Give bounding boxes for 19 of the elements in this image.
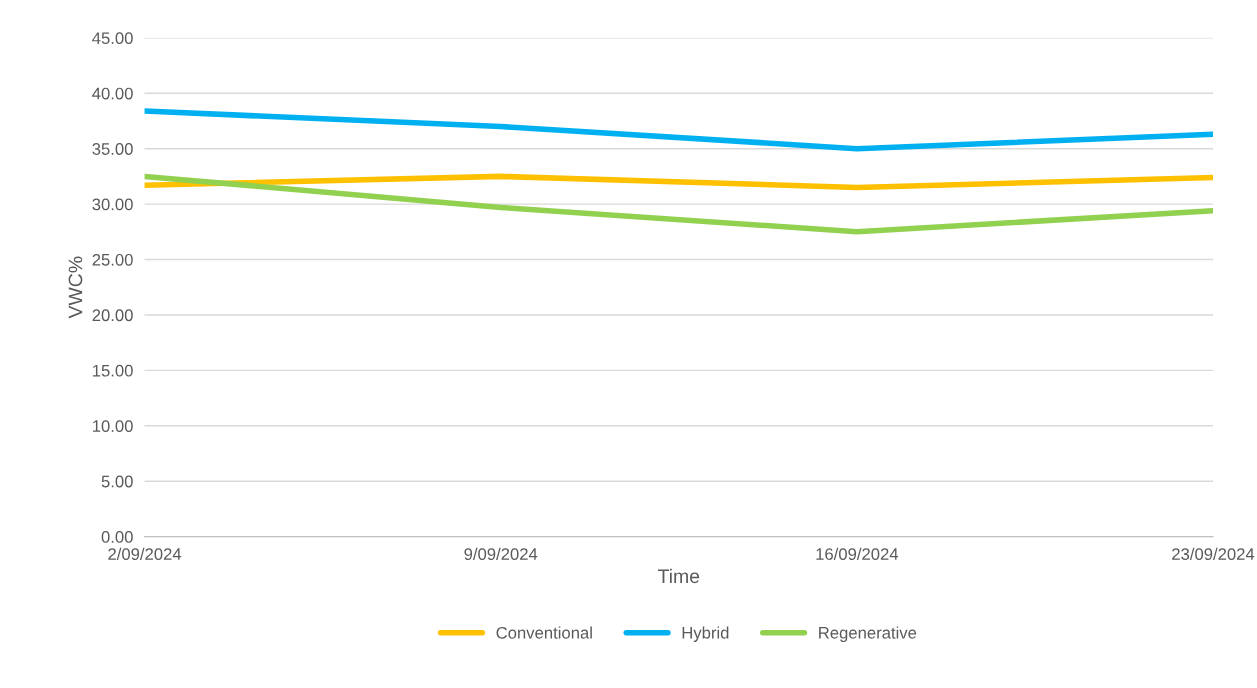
y-tick-label: 35.00 (92, 143, 133, 155)
x-tick-label: 9/09/2024 (464, 547, 538, 560)
x-axis-title: Time (657, 568, 700, 584)
y-axis-title: VWC% (68, 256, 83, 319)
y-tick-label: 45.00 (92, 32, 133, 45)
y-tick-label: 30.00 (92, 198, 133, 211)
legend-label: Conventional (496, 626, 592, 639)
y-tick-label: 0.00 (101, 531, 133, 543)
x-tick-label: 23/09/2024 (1172, 547, 1255, 560)
y-tick-label: 15.00 (93, 364, 133, 377)
legend-label: Regenerative (819, 626, 917, 642)
y-tick-label: 20.00 (92, 309, 133, 322)
x-tick-label: 16/09/2024 (816, 547, 899, 560)
y-tick-label: 5.00 (101, 475, 133, 488)
y-tick-label: 10.00 (93, 420, 133, 432)
legend-label: Hybrid (682, 626, 729, 642)
y-tick-label: 25.00 (92, 253, 133, 266)
y-tick-label: 40.00 (92, 87, 133, 100)
x-tick-label: 2/09/2024 (108, 547, 182, 560)
